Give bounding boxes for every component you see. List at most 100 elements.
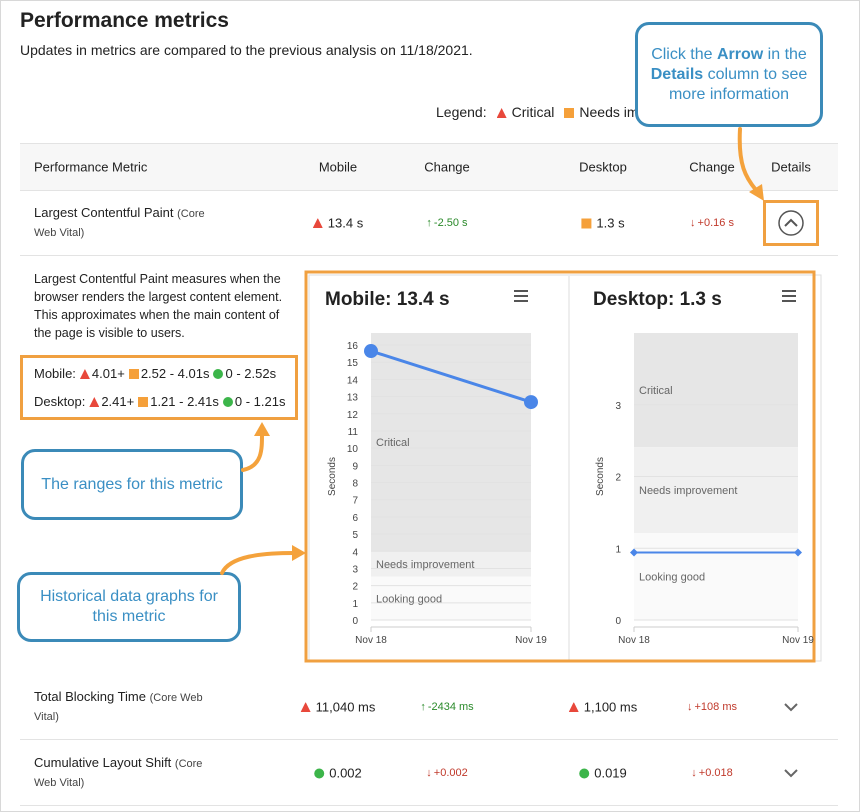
band-label: Critical — [376, 437, 410, 449]
plot-band — [634, 533, 798, 620]
legend-icon — [564, 108, 575, 118]
range-text: 0 - 1.21s — [234, 394, 286, 409]
metric-note: (Core Web Vital) — [34, 691, 203, 723]
metric-value: 11,040 ms — [300, 699, 376, 714]
legend-label: Critical — [511, 104, 555, 120]
metric-value: 0.002 — [314, 765, 362, 780]
chevron-down — [784, 702, 798, 711]
metric-name: Total Blocking Time (Core Web Vital) — [34, 688, 214, 726]
band-label: Looking good — [376, 593, 442, 605]
status-icon — [128, 369, 139, 379]
metric-value: 1,100 ms — [568, 699, 637, 714]
text: Details — [650, 65, 704, 83]
value-text: 11,040 ms — [315, 699, 376, 714]
data-point — [630, 548, 638, 557]
callout-text: Click the Arrow in the Details column to… — [648, 45, 810, 105]
metric-name: Largest Contentful Paint (Core Web Vital… — [34, 204, 214, 242]
range-label: Mobile: — [34, 366, 76, 381]
range-label: Desktop: — [34, 394, 86, 409]
status-icon — [138, 397, 149, 407]
legend-icon — [496, 108, 507, 118]
chart-title: Mobile: 13.4 s — [325, 289, 450, 310]
metric-label: Cumulative Layout Shift — [34, 754, 172, 770]
plot-band — [634, 333, 798, 448]
range-text: 0 - 2.52s — [225, 366, 277, 381]
metric-change: +0.002 — [426, 767, 468, 779]
plot-band — [371, 576, 531, 620]
y-tick-label: 9 — [352, 461, 358, 472]
metric-note: (Core Web Vital) — [34, 757, 203, 789]
x-tick-label: Nov 18 — [618, 635, 650, 646]
metric-note: (Core Web Vital) — [34, 207, 205, 239]
legend-label: Legend: — [436, 104, 487, 120]
status-icon — [581, 218, 592, 228]
status-icon — [213, 369, 224, 379]
column-header: Performance Metric — [34, 159, 148, 175]
data-point — [364, 344, 378, 359]
y-tick-label: 4 — [352, 547, 358, 558]
chart-title: Desktop: 1.3 s — [593, 289, 722, 310]
status-icon — [89, 397, 100, 407]
data-point — [524, 395, 538, 410]
y-tick-label: 15 — [347, 358, 359, 369]
y-tick-label: 5 — [352, 530, 358, 541]
metric-change: -2.50 s — [426, 217, 468, 229]
y-tick-label: 1 — [352, 599, 358, 610]
y-tick-label: 12 — [347, 410, 359, 421]
metric-value: 13.4 s — [312, 215, 363, 230]
range-text: 2.52 - 4.01s — [140, 366, 210, 381]
metric-row: Largest Contentful Paint (Core Web Vital… — [20, 190, 838, 256]
data-point — [794, 548, 802, 557]
y-tick-label: 8 — [352, 479, 358, 490]
range-line: Desktop: 2.41+ 1.21 - 2.41s 0 - 1.21s — [34, 389, 295, 414]
column-header: Change — [424, 159, 470, 175]
text: Click the — [651, 45, 717, 63]
table-header: Performance Metric Mobile Change Desktop Cha… — [20, 143, 838, 191]
metric-description: Largest Contentful Paint measures when t… — [34, 272, 283, 340]
text: Arrow — [716, 45, 764, 63]
status-icon — [222, 397, 233, 407]
metric-value: 0.019 — [579, 765, 627, 780]
band-label: Needs improvement — [376, 559, 474, 571]
plot-band — [634, 447, 798, 534]
text: in the — [763, 45, 807, 63]
metric-name: Cumulative Layout Shift (Core Web Vital) — [34, 754, 214, 792]
details-toggle[interactable] — [781, 697, 801, 717]
y-tick-label: 7 — [352, 496, 358, 507]
y-tick-label: 2 — [615, 473, 621, 484]
y-tick-label: 14 — [347, 375, 359, 386]
details-toggle[interactable] — [763, 199, 819, 246]
y-axis-label: Seconds — [327, 457, 338, 496]
callout-text: The ranges for this metric — [41, 475, 223, 493]
status-icon — [79, 369, 90, 379]
callout-text: Historical data graphs for this metric — [40, 588, 218, 625]
callout: Historical data graphs for this metric — [17, 572, 241, 642]
x-tick-label: Nov 19 — [515, 635, 547, 646]
status-icon — [579, 768, 590, 778]
details-toggle[interactable] — [781, 763, 801, 783]
y-tick-label: 2 — [352, 582, 358, 593]
y-axis-label: Seconds — [595, 457, 606, 496]
column-header: Change — [689, 159, 735, 175]
y-tick-label: 0 — [352, 616, 358, 627]
chevron-up — [778, 209, 804, 236]
callout: The ranges for this metric — [21, 449, 243, 520]
subtitle: Updates in metrics are compared to the p… — [20, 42, 473, 58]
metric-change: -2434 ms — [420, 701, 474, 713]
value-text: 0.002 — [329, 765, 362, 780]
range-text: 1.21 - 2.41s — [150, 394, 219, 409]
status-icon — [300, 702, 311, 712]
x-tick-label: Nov 18 — [355, 635, 387, 646]
y-tick-label: 0 — [615, 616, 621, 627]
y-tick-label: 3 — [352, 564, 358, 575]
data-line — [370, 349, 532, 404]
y-tick-label: 16 — [347, 341, 359, 352]
metric-value: 1.3 s — [581, 215, 625, 230]
metric-row: Total Blocking Time (Core Web Vital) 11,0… — [20, 674, 838, 740]
metric-label: Total Blocking Time — [34, 688, 146, 704]
x-tick-label: Nov 19 — [782, 635, 814, 646]
legend-item: Critical — [496, 104, 555, 120]
range-text: 4.01+ — [91, 366, 125, 381]
metric-row: Cumulative Layout Shift (Core Web Vital)… — [20, 740, 838, 806]
